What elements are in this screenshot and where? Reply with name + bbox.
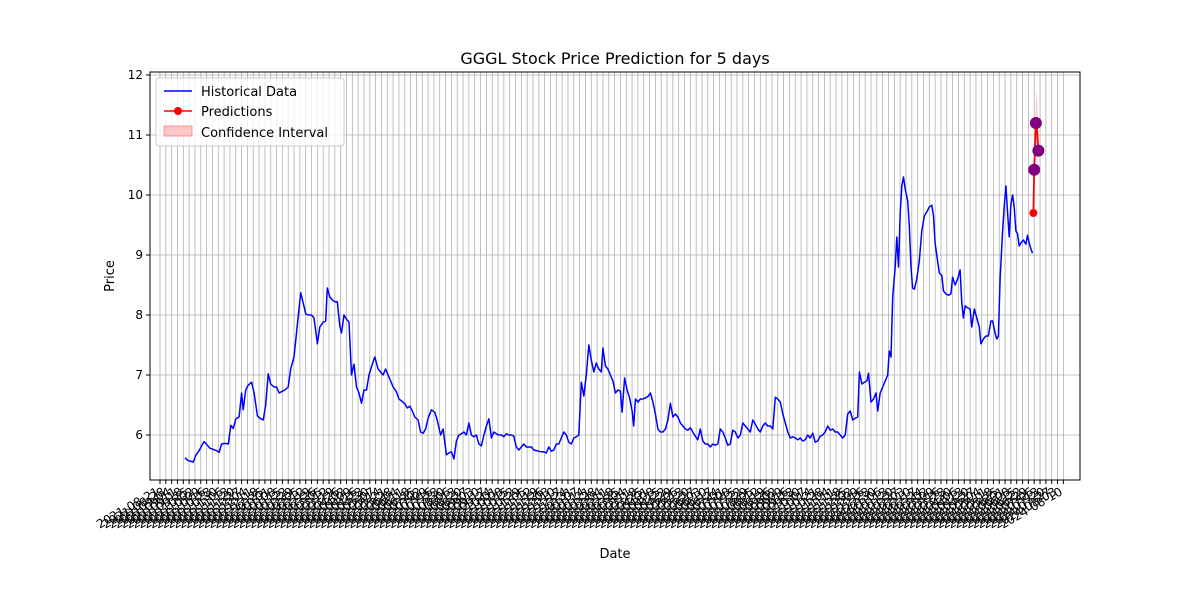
legend: Historical Data Predictions Confidence I… [155, 77, 345, 147]
historical-data-line [184, 176, 1034, 463]
legend-predictions-label: Predictions [201, 105, 273, 120]
highlighted-prediction-point [1028, 163, 1041, 176]
legend-confidence-swatch [163, 125, 193, 137]
y-tick-label: 12 [128, 68, 143, 82]
legend-confidence-label: Confidence Interval [201, 126, 328, 141]
y-axis-label: Price [103, 260, 118, 292]
y-tick-label: 11 [128, 128, 143, 142]
y-tick-label: 6 [135, 428, 143, 442]
legend-historical-label: Historical Data [201, 85, 297, 100]
y-tick-label: 9 [135, 248, 143, 262]
grid-layer [150, 72, 1080, 480]
highlighted-prediction-point [1032, 144, 1045, 157]
x-axis-ticks: 2021-08-212021-08-282021-09-042021-09-11… [94, 480, 1065, 531]
x-axis-label: Date [599, 547, 630, 562]
y-tick-label: 8 [135, 308, 143, 322]
y-tick-label: 7 [135, 368, 143, 382]
chart-title: GGGL Stock Price Prediction for 5 days [460, 49, 769, 68]
y-tick-label: 10 [128, 188, 143, 202]
highlighted-prediction-point [1029, 117, 1042, 129]
series-layer [184, 117, 1045, 463]
legend-predictions-marker [174, 107, 182, 115]
prediction-point [1029, 209, 1038, 217]
y-axis-ticks: 6 7 8 9 10 11 12 [128, 68, 150, 442]
legend-box [155, 77, 345, 147]
